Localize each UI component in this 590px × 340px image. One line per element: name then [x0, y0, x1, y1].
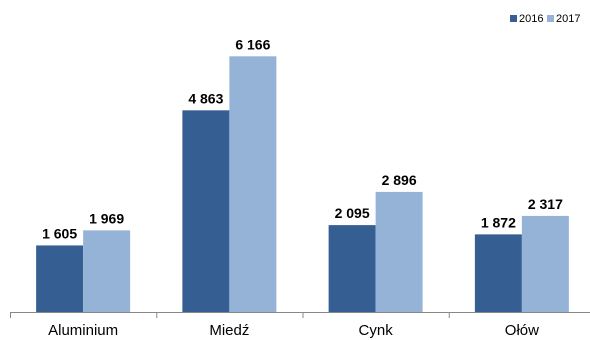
category-label: Aluminium [48, 322, 118, 339]
legend-swatch-2016 [510, 15, 517, 22]
x-axis-ticks [10, 312, 450, 318]
bar-miedz-2016 [182, 110, 230, 313]
data-label-cynk-2016: 2 095 [335, 205, 370, 221]
legend: 2016 2017 [510, 13, 580, 25]
data-label-aluminium-2016: 1 605 [42, 225, 77, 241]
bar-miedz-2017 [229, 56, 277, 312]
bar-cynk-2016 [328, 225, 376, 312]
category-labels-group: Aluminium Miedź Cynk Ołów [48, 322, 539, 339]
bar-aluminium-2016 [36, 245, 84, 312]
legend-label-2016: 2016 [519, 13, 543, 25]
legend-swatch-2017 [547, 15, 554, 22]
category-label: Miedź [209, 322, 249, 339]
data-label-miedz-2016: 4 863 [188, 90, 223, 106]
data-labels-group: 1 605 1 969 4 863 6 166 2 095 2 896 1 872 2 317 [42, 36, 563, 241]
bar-aluminium-2017 [83, 230, 131, 312]
bars-group [36, 56, 569, 313]
data-label-cynk-2017: 2 896 [382, 172, 417, 188]
data-label-aluminium-2017: 1 969 [89, 210, 124, 226]
category-label: Ołów [505, 322, 539, 339]
bar-oow-2017 [521, 215, 569, 312]
data-label-miedz-2017: 6 166 [235, 36, 270, 52]
bar-cynk-2017 [375, 191, 423, 312]
data-label-oow-2017: 2 317 [528, 196, 563, 212]
category-label: Cynk [359, 322, 394, 339]
bar-oow-2016 [474, 234, 522, 312]
data-label-oow-2016: 1 872 [481, 214, 516, 230]
legend-label-2017: 2017 [556, 13, 580, 25]
